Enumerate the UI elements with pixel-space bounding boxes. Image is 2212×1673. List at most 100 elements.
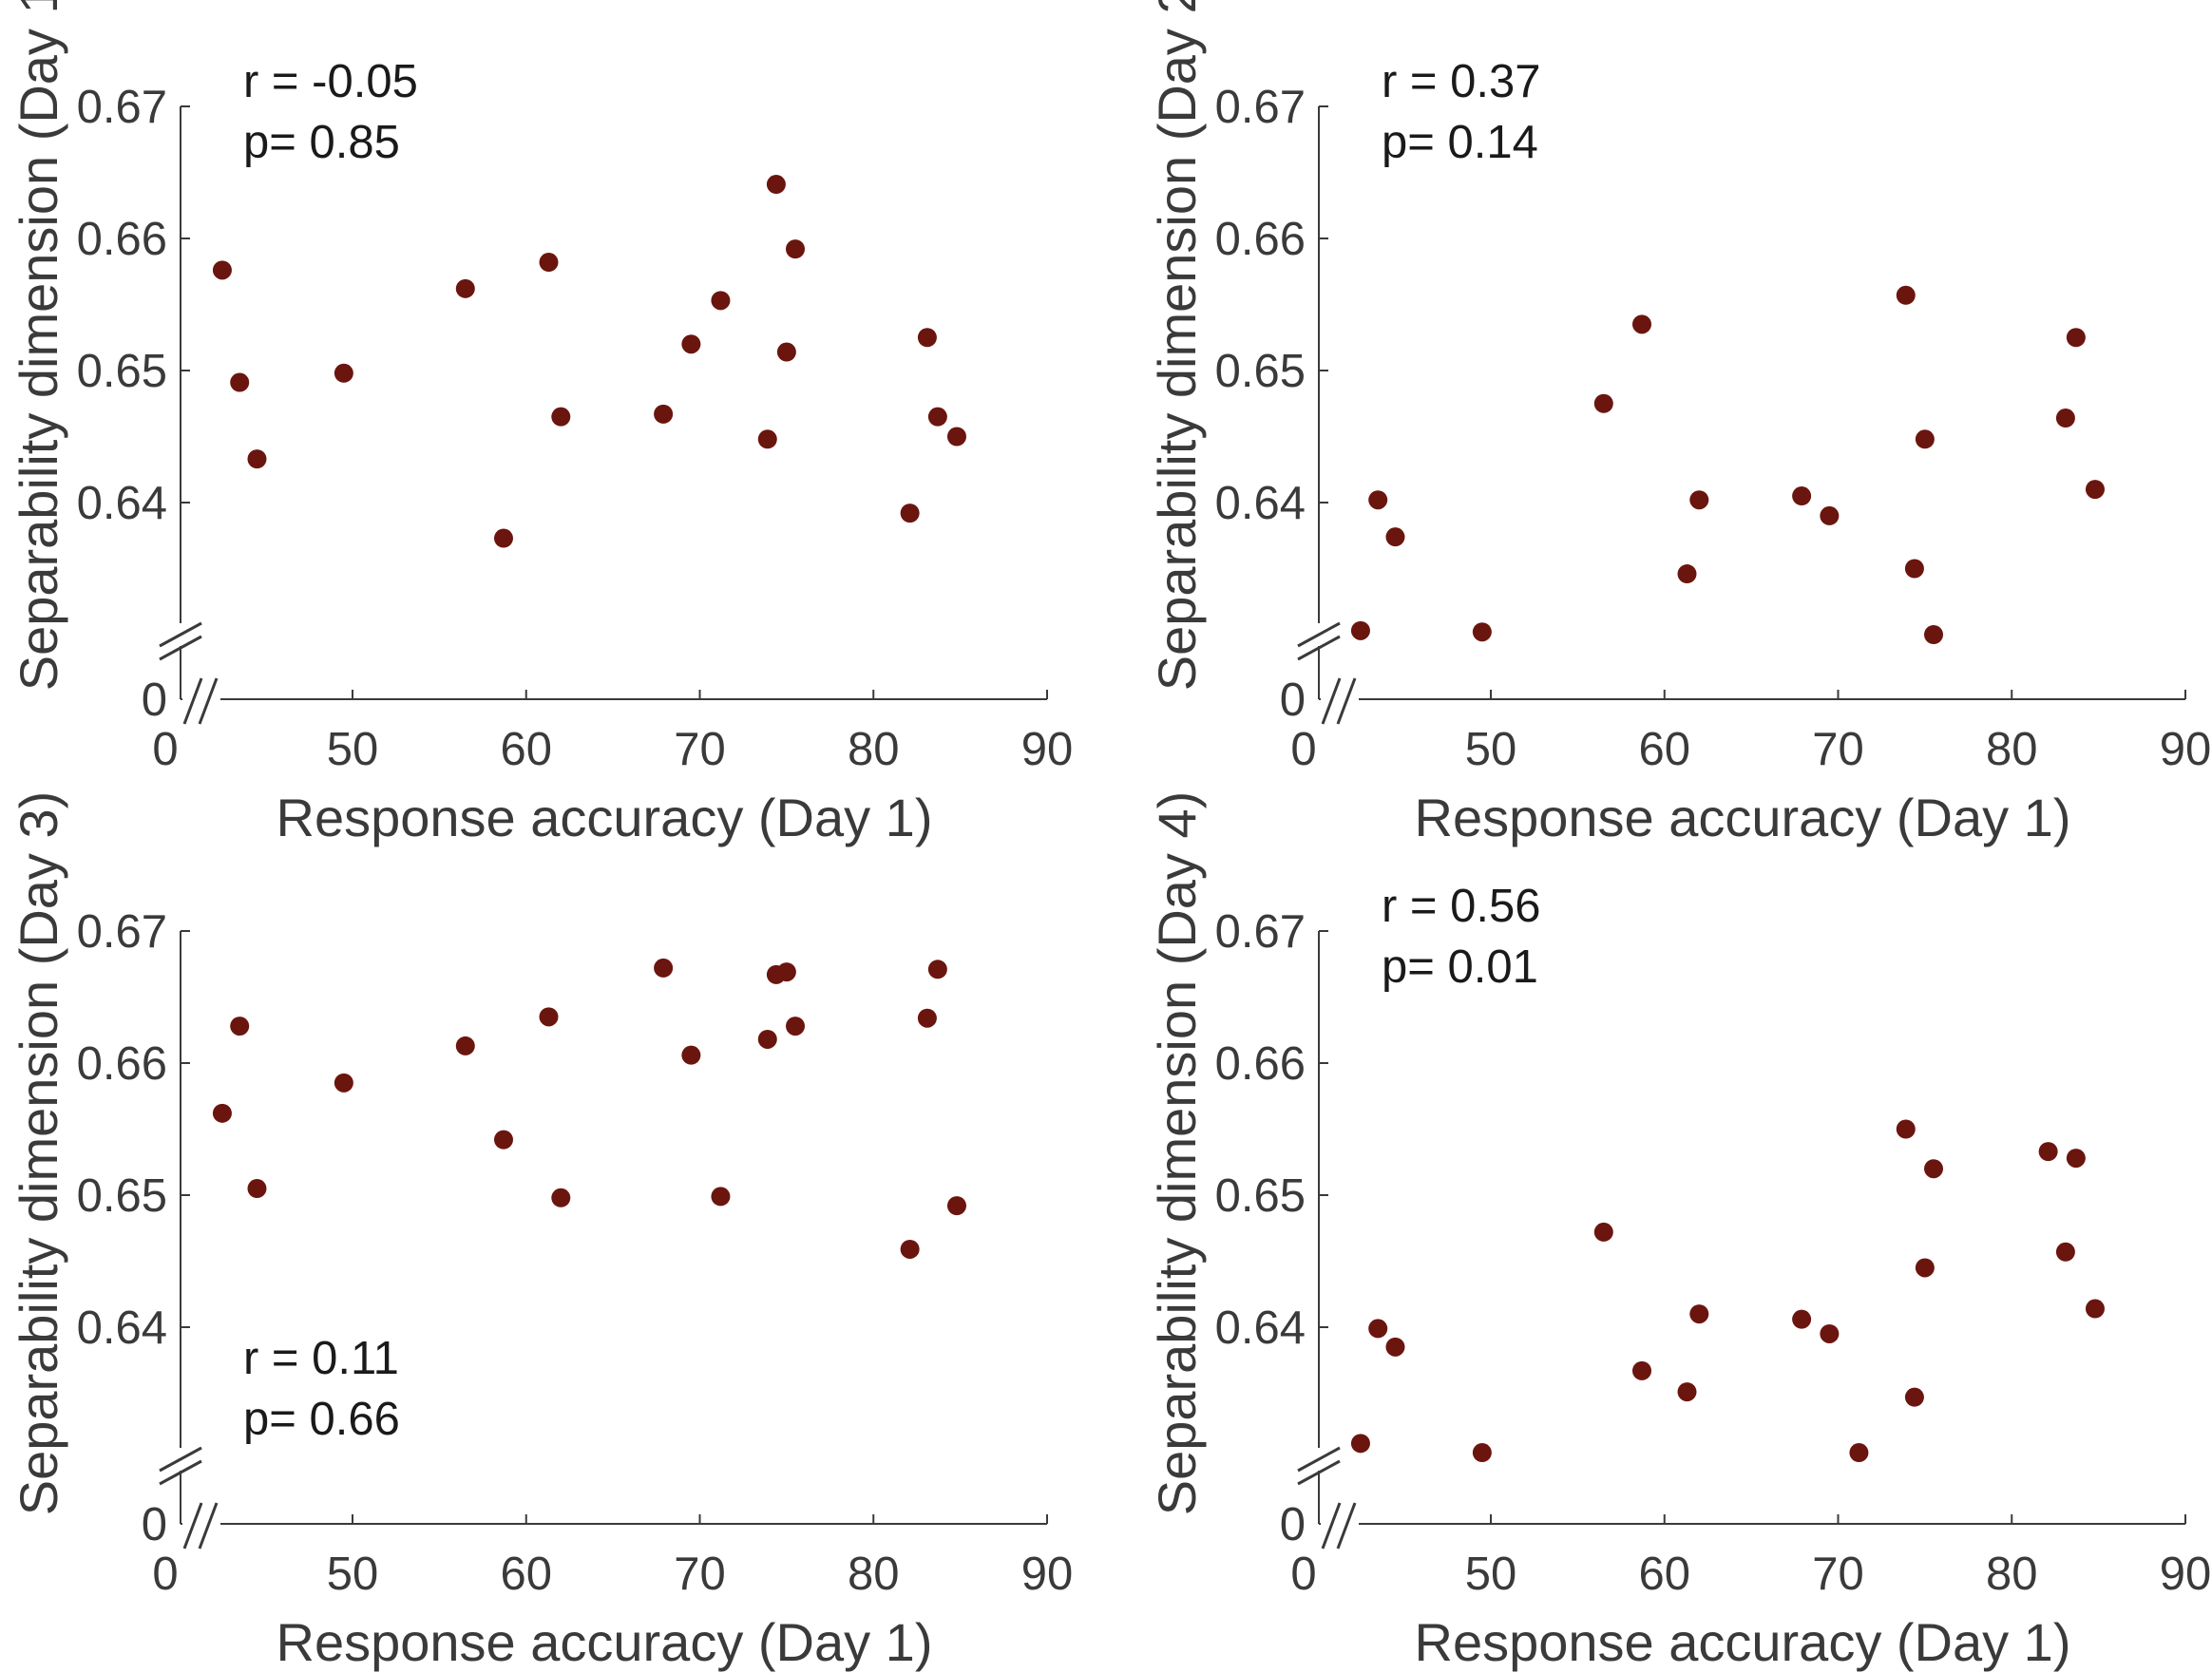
y-axis-label: Separability dimension (Day 4) [1147, 791, 1207, 1516]
data-point [551, 407, 571, 427]
data-point [786, 239, 806, 259]
y-tick-label: 0 [142, 675, 167, 726]
x-tick-label: 0 [152, 1549, 178, 1600]
data-point [539, 1007, 559, 1027]
data-point [1915, 1258, 1935, 1278]
data-point [1631, 314, 1651, 334]
y-tick-label: 0.65 [1215, 1170, 1306, 1222]
data-point [455, 278, 475, 298]
data-point [1904, 1387, 1924, 1407]
y-tick-label: 0.66 [1215, 1038, 1306, 1090]
data-point [1689, 1304, 1709, 1324]
y-tick-label: 0.64 [1215, 478, 1306, 529]
data-point [1849, 1443, 1869, 1463]
data-point [2038, 1142, 2058, 1162]
y-axis-break [1297, 1446, 1341, 1486]
y-tick-label: 0 [1280, 1499, 1306, 1550]
x-tick-label: 90 [2160, 1549, 2212, 1600]
x-tick-label: 50 [327, 724, 379, 775]
data-point [1792, 1309, 1812, 1329]
y-tick-label: 0.65 [77, 346, 167, 397]
y-tick-label: 0.66 [77, 1038, 167, 1090]
x-axis-label: Response accuracy (Day 1) [276, 1612, 933, 1672]
data-point [900, 504, 920, 523]
data-point [711, 1187, 731, 1207]
x-axis-break-stroke [182, 677, 203, 725]
data-point [766, 175, 786, 195]
data-point [1631, 1360, 1651, 1380]
x-tick-label: 0 [1290, 1549, 1316, 1600]
y-tick-label: 0.65 [1215, 346, 1306, 397]
x-tick-label: 0 [1290, 724, 1316, 775]
x-axis-break-stroke [1336, 1502, 1357, 1549]
y-tick-label: 0.64 [77, 478, 167, 529]
x-tick-label: 0 [152, 724, 178, 775]
y-axis-break-stroke [1297, 1459, 1341, 1486]
y-tick-label: 0.66 [77, 214, 167, 265]
data-point [1924, 1159, 1944, 1179]
x-tick-label: 80 [848, 1549, 900, 1600]
data-point [1677, 1382, 1697, 1402]
x-tick-label: 80 [1986, 1549, 2038, 1600]
data-point [654, 958, 674, 978]
x-tick-label: 60 [1638, 724, 1690, 775]
data-point [1593, 1222, 1613, 1242]
data-point [247, 449, 267, 469]
data-point [946, 427, 966, 447]
data-point [757, 429, 777, 449]
data-point [900, 1239, 920, 1259]
x-tick-label: 50 [327, 1549, 379, 1600]
scatter-panel-4: 0.64 0.65 0.66 0.67 0 50 60 70 80 90 0 Response acc… [1147, 791, 2211, 1672]
data-point [1472, 1443, 1492, 1463]
x-tick-label: 60 [1638, 1549, 1690, 1600]
data-point [493, 1130, 513, 1150]
data-point [1677, 564, 1697, 584]
y-axis-label: Separability dimension (Day 3) [9, 791, 68, 1516]
y-axis-break-stroke [159, 635, 202, 661]
x-tick-label: 70 [674, 1549, 726, 1600]
data-point [927, 960, 947, 979]
data-point [230, 1017, 250, 1036]
correlation-r-label: r = -0.05 [243, 56, 418, 107]
y-axis-break-stroke [159, 621, 202, 648]
y-tick-label: 0.67 [1215, 906, 1306, 958]
x-axis-break-stroke [198, 677, 219, 725]
data-point [2066, 328, 2086, 348]
y-tick-label: 0.67 [1215, 82, 1306, 133]
data-point [212, 260, 232, 280]
data-point [493, 528, 513, 548]
x-tick-label: 80 [1986, 724, 2038, 775]
correlation-r-label: r = 0.37 [1382, 56, 1541, 107]
x-tick-label: 90 [1021, 724, 1074, 775]
data-point [1820, 505, 1840, 525]
x-axis-label: Response accuracy (Day 1) [276, 788, 933, 847]
data-point [1472, 622, 1492, 642]
x-tick-label: 70 [1812, 724, 1864, 775]
y-tick-label: 0 [142, 1499, 167, 1550]
y-tick-label: 0.67 [77, 82, 167, 133]
data-point [230, 372, 250, 392]
data-point [1915, 429, 1935, 449]
data-point [212, 1103, 232, 1123]
data-point [786, 1017, 806, 1036]
data-point [1385, 527, 1405, 547]
data-point [1896, 1119, 1916, 1139]
x-axis-break [1321, 677, 1359, 725]
correlation-p-label: p= 0.01 [1382, 941, 1538, 993]
correlation-p-label: p= 0.14 [1382, 117, 1538, 168]
data-point [2066, 1149, 2086, 1169]
data-point [1904, 559, 1924, 579]
x-tick-label: 60 [500, 724, 552, 775]
x-axis-break-stroke [1321, 1502, 1342, 1549]
y-tick-label: 0.64 [77, 1302, 167, 1354]
data-point [1350, 1434, 1370, 1454]
data-point [1368, 1319, 1388, 1339]
correlation-p-label: p= 0.66 [243, 1394, 400, 1445]
data-point [2055, 409, 2075, 428]
data-point [917, 1008, 937, 1028]
y-axis-break-stroke [1297, 635, 1341, 661]
data-point [334, 363, 353, 383]
y-axis-break [159, 1446, 202, 1486]
data-point [2055, 1242, 2075, 1262]
